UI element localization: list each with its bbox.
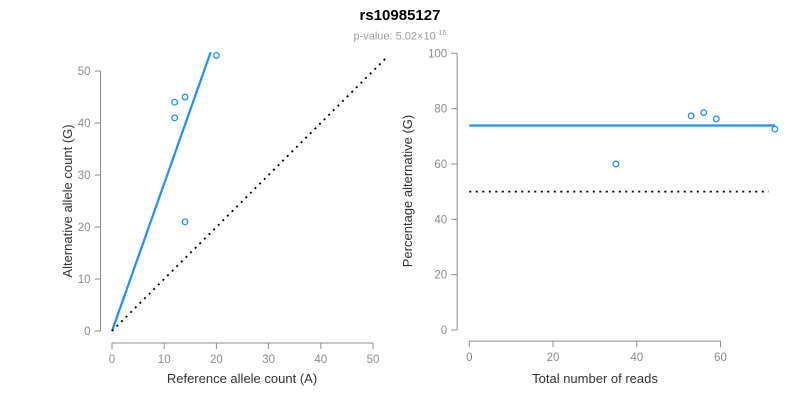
x-tick-label: 30	[262, 354, 275, 366]
data-point	[700, 109, 708, 116]
data-point	[687, 112, 695, 120]
y-tick-label: 60	[434, 159, 447, 171]
x-axis-label: Total number of reads	[532, 371, 658, 386]
pvalue-exponent: -16	[435, 27, 447, 37]
x-axis-label: Reference allele count (A)	[167, 371, 317, 386]
x-tick-label: 20	[547, 352, 560, 364]
data-point	[171, 114, 179, 122]
identity-line	[111, 55, 389, 332]
y-tick-label: 100	[428, 48, 447, 60]
y-tick-label: 0	[84, 326, 90, 338]
y-tick-label: 0	[441, 325, 447, 337]
x-tick-label: 40	[630, 352, 643, 364]
plot-header: rs10985127 p-value: 5.02×10-16	[0, 7, 800, 43]
data-point	[771, 125, 779, 133]
data-point	[171, 98, 179, 106]
data-point	[181, 218, 189, 226]
x-tick-label: 0	[109, 354, 115, 366]
pvalue-text: p-value: 5.02×10	[353, 30, 436, 43]
y-tick-label: 40	[434, 214, 447, 226]
plot-title: rs10985127	[359, 7, 441, 24]
y-tick-label: 40	[78, 118, 91, 130]
fit-line-alt-vs-ref	[110, 51, 212, 332]
y-tick-label: 10	[78, 274, 91, 286]
x-tick-label: 50	[367, 354, 380, 366]
y-tick-label: 20	[78, 222, 91, 234]
x-tick-label: 20	[210, 354, 223, 366]
data-point	[612, 160, 620, 168]
y-tick-label: 30	[78, 170, 91, 182]
x-tick-label: 60	[714, 352, 727, 364]
y-tick-label: 50	[78, 66, 91, 78]
y-axis-label: Percentage alternative (G)	[400, 115, 415, 267]
plot-subtitle: p-value: 5.02×10-16	[0, 28, 800, 43]
data-point	[712, 115, 720, 123]
x-tick-label: 10	[158, 354, 171, 366]
y-tick-label: 20	[434, 270, 447, 282]
x-tick-label: 0	[466, 352, 472, 364]
y-tick-label: 80	[434, 104, 447, 116]
x-tick-label: 40	[314, 354, 327, 366]
y-axis-label: Alternative allele count (G)	[60, 124, 75, 277]
data-point	[181, 93, 189, 101]
data-point	[212, 51, 220, 59]
